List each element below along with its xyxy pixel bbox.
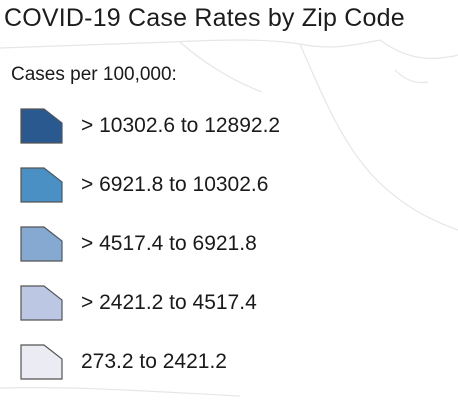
legend-label-class-5: > 10302.6 to 12892.2 xyxy=(81,114,281,137)
legend-label-class-4: > 6921.8 to 10302.6 xyxy=(81,173,269,196)
legend-label-class-2: > 2421.2 to 4517.4 xyxy=(81,291,257,314)
legend-swatch-class-4 xyxy=(20,167,63,203)
legend-swatch-class-1 xyxy=(20,344,63,380)
legend-label-class-1: 273.2 to 2421.2 xyxy=(81,350,227,373)
legend-item-class-5: > 10302.6 to 12892.2 xyxy=(18,104,438,150)
legend-item-class-3: > 4517.4 to 6921.8 xyxy=(18,222,438,268)
legend-item-class-1: 273.2 to 2421.2 xyxy=(18,340,438,386)
legend-swatch-class-5 xyxy=(20,108,63,144)
legend-item-class-4: > 6921.8 to 10302.6 xyxy=(18,163,438,209)
legend-swatch-class-2 xyxy=(20,285,63,321)
legend-swatch-class-3 xyxy=(20,226,63,262)
legend-item-class-2: > 2421.2 to 4517.4 xyxy=(18,281,438,327)
legend-heading: Cases per 100,000: xyxy=(11,64,177,85)
legend-label-class-3: > 4517.4 to 6921.8 xyxy=(81,232,257,255)
map-title: COVID-19 Case Rates by Zip Code xyxy=(4,4,405,32)
